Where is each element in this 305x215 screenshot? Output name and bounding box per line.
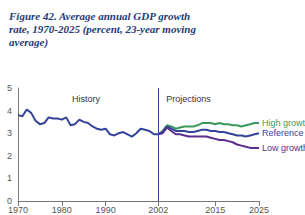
svg-text:2002: 2002 — [148, 205, 168, 215]
svg-text:0: 0 — [7, 196, 12, 206]
svg-text:1: 1 — [7, 173, 12, 183]
svg-text:2015: 2015 — [205, 205, 225, 215]
svg-text:High growth: High growth — [262, 118, 305, 128]
svg-text:4: 4 — [7, 106, 12, 116]
svg-text:rate, 1970-2025 (percent, 23-y: rate, 1970-2025 (percent, 23-year moving — [9, 23, 199, 36]
svg-text:2: 2 — [7, 151, 12, 161]
svg-text:average): average) — [9, 36, 48, 49]
svg-text:Low growth: Low growth — [262, 143, 305, 153]
svg-text:5: 5 — [7, 83, 12, 93]
svg-text:Projections: Projections — [166, 94, 211, 104]
svg-text:3: 3 — [7, 128, 12, 138]
svg-text:1990: 1990 — [96, 205, 116, 215]
svg-text:2025: 2025 — [249, 205, 269, 215]
svg-text:1980: 1980 — [52, 205, 72, 215]
svg-text:Reference: Reference — [262, 128, 304, 138]
svg-text:Figure 42. Average annual GDP: Figure 42. Average annual GDP growth — [8, 10, 193, 22]
svg-text:1970: 1970 — [8, 205, 28, 215]
svg-text:History: History — [72, 94, 101, 104]
